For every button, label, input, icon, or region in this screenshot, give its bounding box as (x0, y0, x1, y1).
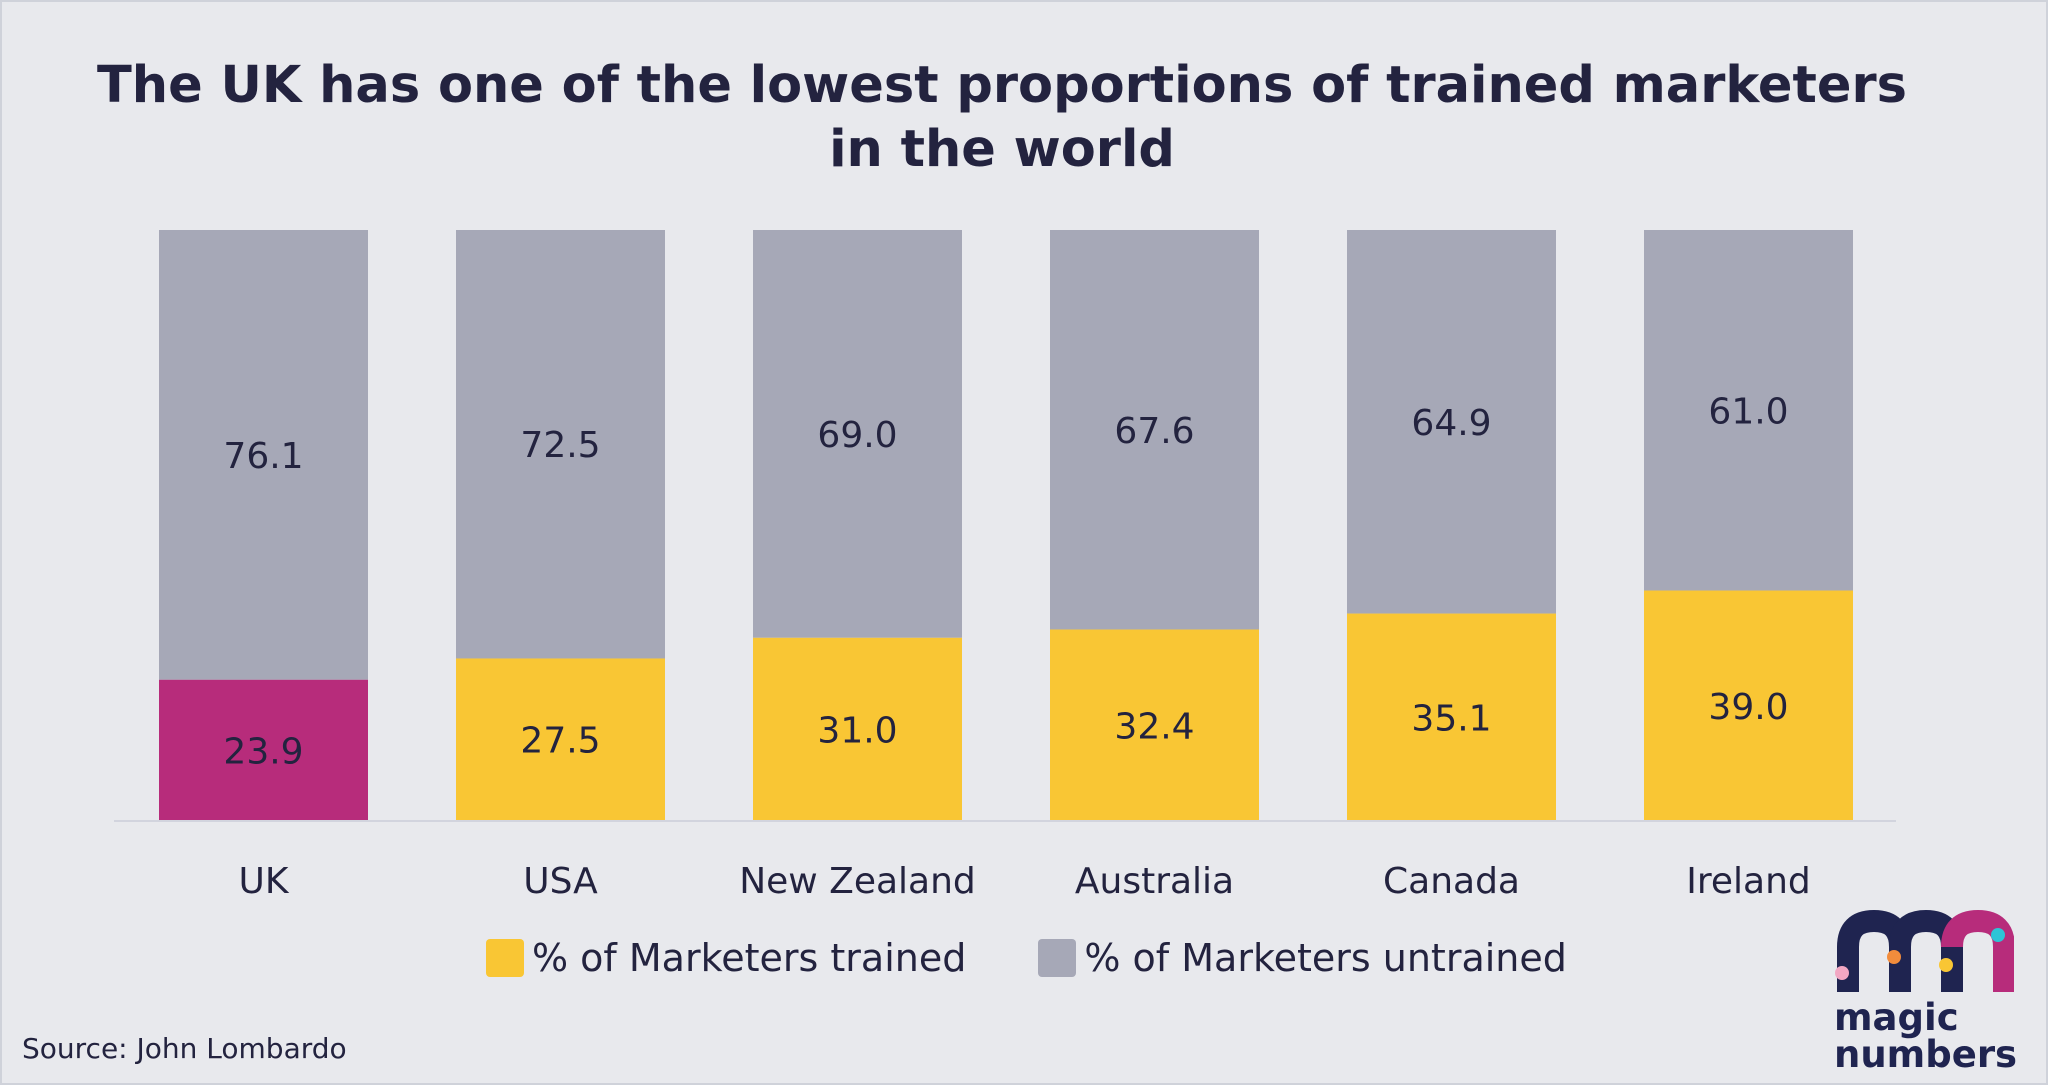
value-label-untrained-australia: 67.6 (1114, 411, 1194, 452)
legend-item-untrained: % of Marketers untrained (1038, 936, 1567, 980)
brand-logo: magic numbers (1834, 907, 2018, 1077)
chart-title-line-1: The UK has one of the lowest proportions… (97, 56, 1907, 115)
bar-trained-canada (1347, 613, 1556, 821)
category-label-australia: Australia (1075, 861, 1234, 902)
chart-title: The UK has one of the lowest proportions… (2, 54, 2002, 182)
value-label-untrained-uk: 76.1 (223, 436, 303, 477)
bar-untrained-uk (159, 230, 368, 680)
legend-item-trained: % of Marketers trained (486, 936, 966, 980)
value-label-untrained-new-zealand: 69.0 (817, 415, 897, 456)
value-label-trained-usa: 27.5 (520, 721, 600, 762)
category-label-canada: Canada (1383, 861, 1520, 902)
source-note: Source: John Lombardo (22, 1032, 347, 1065)
value-label-untrained-ireland: 61.0 (1708, 391, 1788, 432)
chart-title-line-2: in the world (829, 120, 1175, 179)
value-label-untrained-usa: 72.5 (520, 425, 600, 466)
bar-untrained-usa (456, 230, 665, 659)
bar-trained-ireland (1644, 590, 1853, 821)
bar-untrained-new-zealand (753, 230, 962, 638)
bar-untrained-ireland (1644, 230, 1853, 591)
category-label-ireland: Ireland (1686, 861, 1811, 902)
value-label-trained-new-zealand: 31.0 (817, 710, 897, 751)
value-label-trained-uk: 23.9 (223, 731, 303, 772)
value-label-trained-canada: 35.1 (1411, 698, 1491, 739)
bar-untrained-australia (1050, 230, 1259, 630)
value-label-trained-ireland: 39.0 (1708, 687, 1788, 728)
value-label-untrained-canada: 64.9 (1411, 403, 1491, 444)
legend: % of Marketers trained % of Marketers un… (486, 936, 1639, 980)
legend-swatch-trained (486, 939, 524, 977)
legend-label-trained: % of Marketers trained (532, 936, 967, 980)
logo-word-1: magic (1834, 996, 1959, 1039)
category-label-new-zealand: New Zealand (739, 861, 976, 902)
bar-trained-new-zealand (753, 637, 962, 821)
category-label-uk: UK (239, 861, 290, 902)
category-label-usa: USA (523, 861, 598, 902)
bar-group: 76.1 23.9 72.5 27.5 69.0 31.0 67.6 32.4 64.9 35.1… (159, 230, 1853, 821)
logo-word-2: numbers (1834, 1033, 2018, 1076)
legend-swatch-untrained (1038, 939, 1077, 977)
bar-untrained-canada (1347, 230, 1556, 614)
bar-trained-usa (456, 658, 665, 821)
value-label-trained-australia: 32.4 (1114, 706, 1194, 747)
legend-label-untrained: % of Marketers untrained (1084, 936, 1567, 980)
logo-wordmark: magic numbers (1834, 996, 2018, 1076)
category-labels: UK USA New Zealand Australia Canada Ireland (239, 861, 1811, 902)
bar-trained-uk (159, 679, 368, 821)
logo-mark-icon (1835, 909, 2015, 992)
bar-trained-australia (1050, 629, 1259, 821)
stacked-bar-chart: 76.1 23.9 72.5 27.5 69.0 31.0 67.6 32.4 64.9 35.1… (114, 230, 1896, 902)
